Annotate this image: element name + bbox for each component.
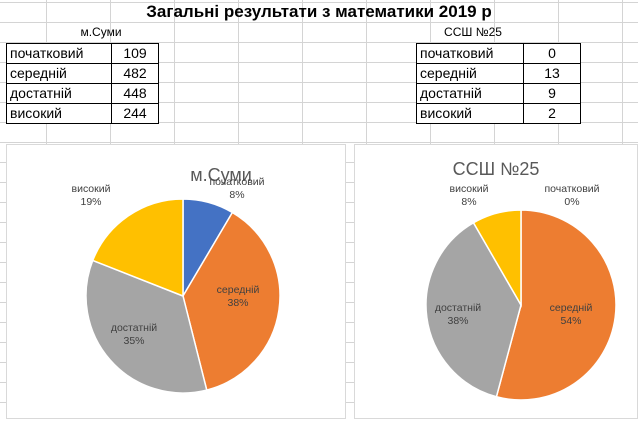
left-table-caption[interactable]: м.Суми	[80, 25, 122, 39]
pie-data-label: високий 8%	[450, 183, 489, 208]
table-cell-label[interactable]: достатній	[416, 83, 524, 104]
pie-data-label: початковий 8%	[209, 176, 264, 201]
table-row: достатній 448	[6, 83, 159, 104]
pie-slice-4[interactable]	[472, 209, 522, 308]
table-row: середній 13	[416, 63, 581, 84]
table-row: достатній 9	[416, 83, 581, 104]
pie-slice-2[interactable]	[182, 211, 281, 391]
right-results-table: початковий 0 середній 13 достатній 9 вис…	[416, 43, 581, 124]
chart-title: ССШ №25	[453, 159, 540, 179]
table-row: початковий 109	[6, 43, 159, 64]
table-row: початковий 0	[416, 43, 581, 64]
pie-data-label: високий 19%	[72, 183, 111, 208]
table-cell-value[interactable]: 0	[523, 43, 581, 64]
chart-school25[interactable]: ССШ №25 початковий 0% середній 54% достатній 3…	[354, 144, 638, 419]
pie-data-label: середній 54%	[550, 302, 593, 327]
left-results-table: початковий 109 середній 482 достатній 44…	[6, 43, 159, 124]
table-row: високий 244	[6, 103, 159, 124]
table-cell-label[interactable]: високий	[416, 103, 524, 124]
table-cell-value[interactable]: 2	[523, 103, 581, 124]
sheet-title: Загальні результати з математики 2019 р	[146, 2, 492, 21]
table-row: високий 2	[416, 103, 581, 124]
table-cell-value[interactable]: 448	[111, 83, 159, 104]
pie-slice-4[interactable]	[91, 198, 184, 298]
pie-data-label: початковий 0%	[544, 183, 599, 208]
chart-title: м.Суми	[190, 165, 252, 185]
pie-data-label: достатній 35%	[111, 322, 157, 347]
table-cell-value[interactable]: 482	[111, 63, 159, 84]
table-cell-label[interactable]: початковий	[6, 43, 112, 64]
table-cell-value[interactable]: 13	[523, 63, 581, 84]
table-cell-label[interactable]: достатній	[6, 83, 112, 104]
table-cell-value[interactable]: 244	[111, 103, 159, 124]
pie-slice-2[interactable]	[495, 209, 617, 401]
table-cell-label[interactable]: високий	[6, 103, 112, 124]
pie-slice-3[interactable]	[425, 221, 522, 398]
pie-data-label: середній 38%	[217, 284, 260, 309]
table-cell-value[interactable]: 9	[523, 83, 581, 104]
table-cell-label[interactable]: початковий	[416, 43, 524, 64]
right-table-caption[interactable]: ССШ №25	[444, 25, 502, 39]
table-cell-label[interactable]: середній	[416, 63, 524, 84]
pie-data-label: достатній 38%	[435, 302, 481, 327]
table-cell-label[interactable]: середній	[6, 63, 112, 84]
table-row: середній 482	[6, 63, 159, 84]
table-cell-value[interactable]: 109	[111, 43, 159, 64]
chart-sumy[interactable]: м.Суми початковий 8% середній 38% достатній 35…	[6, 144, 346, 419]
